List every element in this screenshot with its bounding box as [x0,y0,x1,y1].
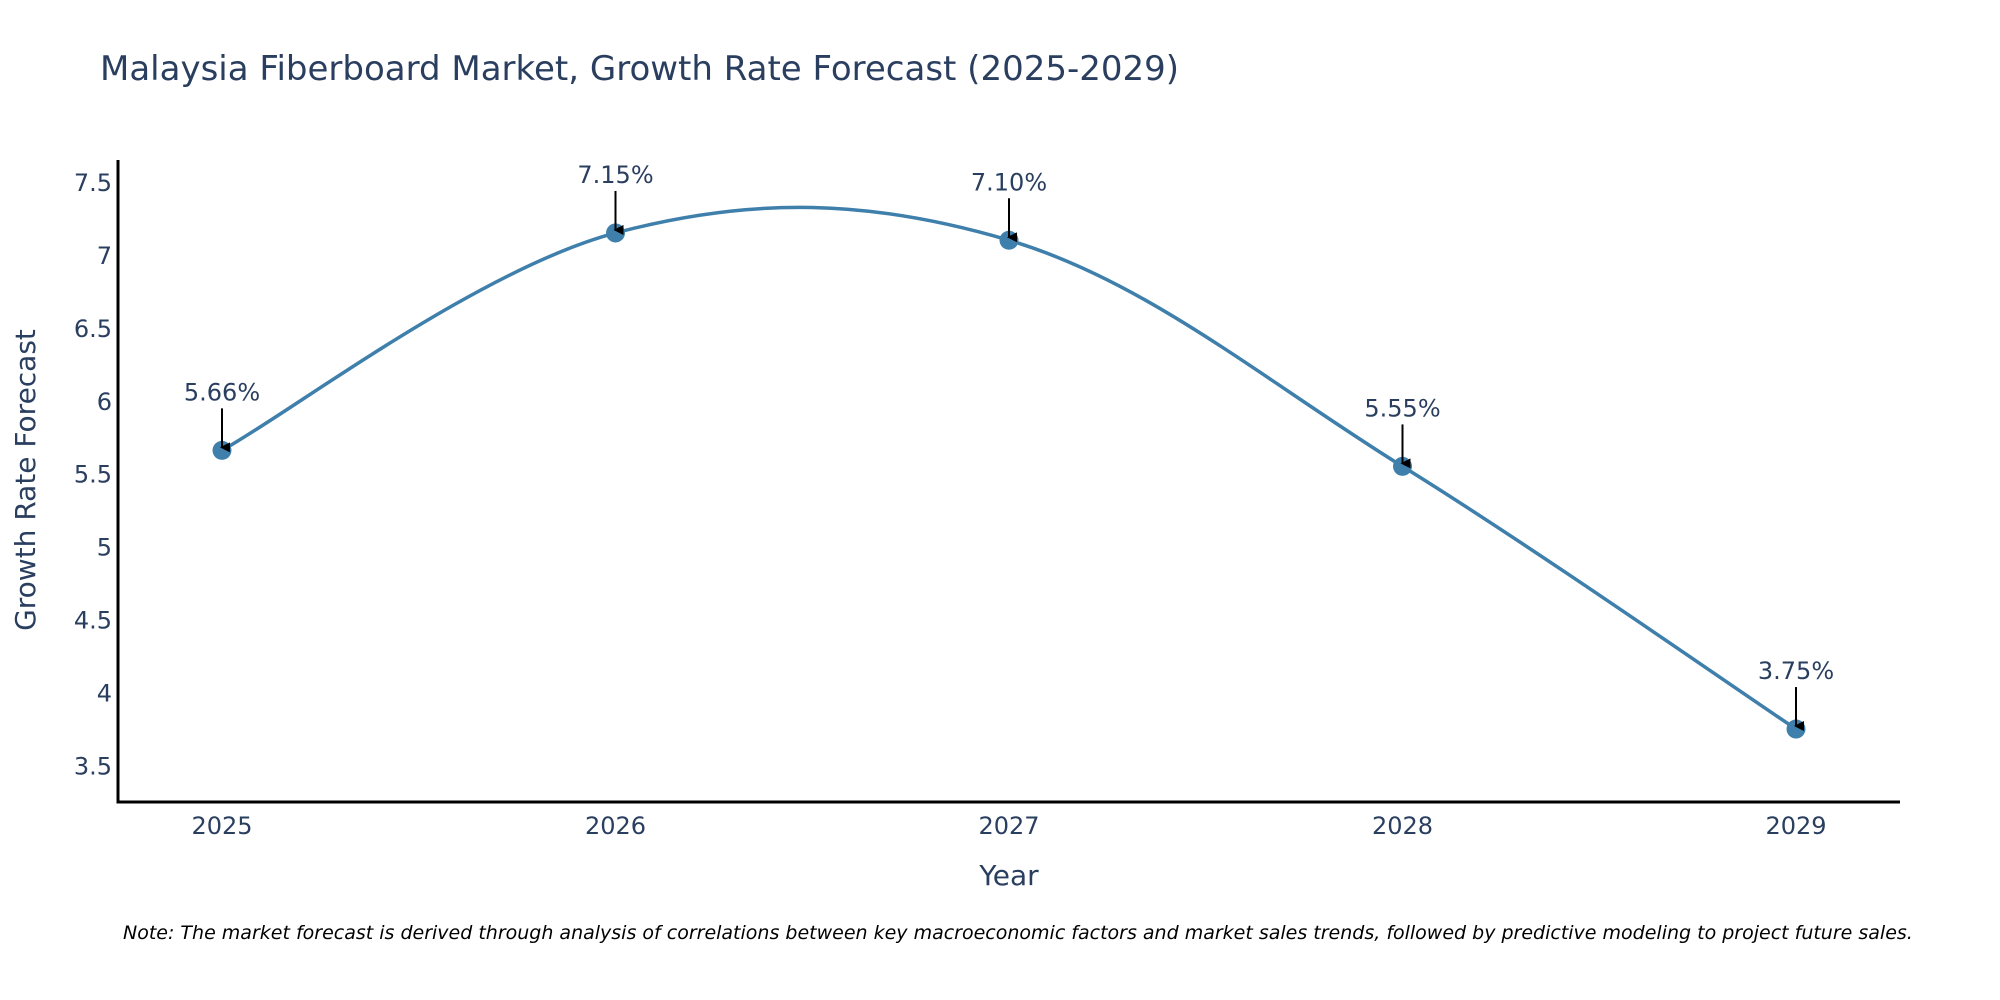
x-tick-label: 2027 [978,812,1039,840]
x-axis-title: Year [978,859,1039,892]
data-label: 7.10% [971,168,1047,196]
y-tick-label: 6 [97,388,112,416]
x-tick-label: 2029 [1765,812,1826,840]
data-points [212,223,1806,739]
x-axis-ticks: 2025 2026 2027 2028 2029 [191,812,1826,840]
y-axis-title: Growth Rate Forecast [9,329,42,631]
y-tick-label: 4.5 [74,607,112,635]
footnote: Note: The market forecast is derived thr… [123,922,1913,944]
y-tick-label: 7 [97,242,112,270]
data-label: 7.15% [577,161,653,189]
y-tick-label: 6.5 [74,315,112,343]
y-tick-label: 4 [97,680,112,708]
data-label: 3.75% [1758,657,1834,685]
y-axis-ticks: 3.5 4 4.5 5 5.5 6 6.5 7 7.5 [74,169,112,781]
data-labels: 5.66% 7.15% 7.10% 5.55% 3.75% [184,161,1834,732]
x-tick-label: 2028 [1372,812,1433,840]
chart-title: Malaysia Fiberboard Market, Growth Rate … [100,49,1179,89]
series-line [221,205,1797,731]
y-tick-label: 7.5 [74,169,112,197]
y-tick-label: 5 [97,534,112,562]
x-tick-label: 2026 [585,812,646,840]
data-label: 5.66% [184,378,260,406]
x-tick-label: 2025 [191,812,252,840]
y-tick-label: 5.5 [74,461,112,489]
y-tick-label: 3.5 [74,753,112,781]
data-label: 5.55% [1364,394,1440,422]
